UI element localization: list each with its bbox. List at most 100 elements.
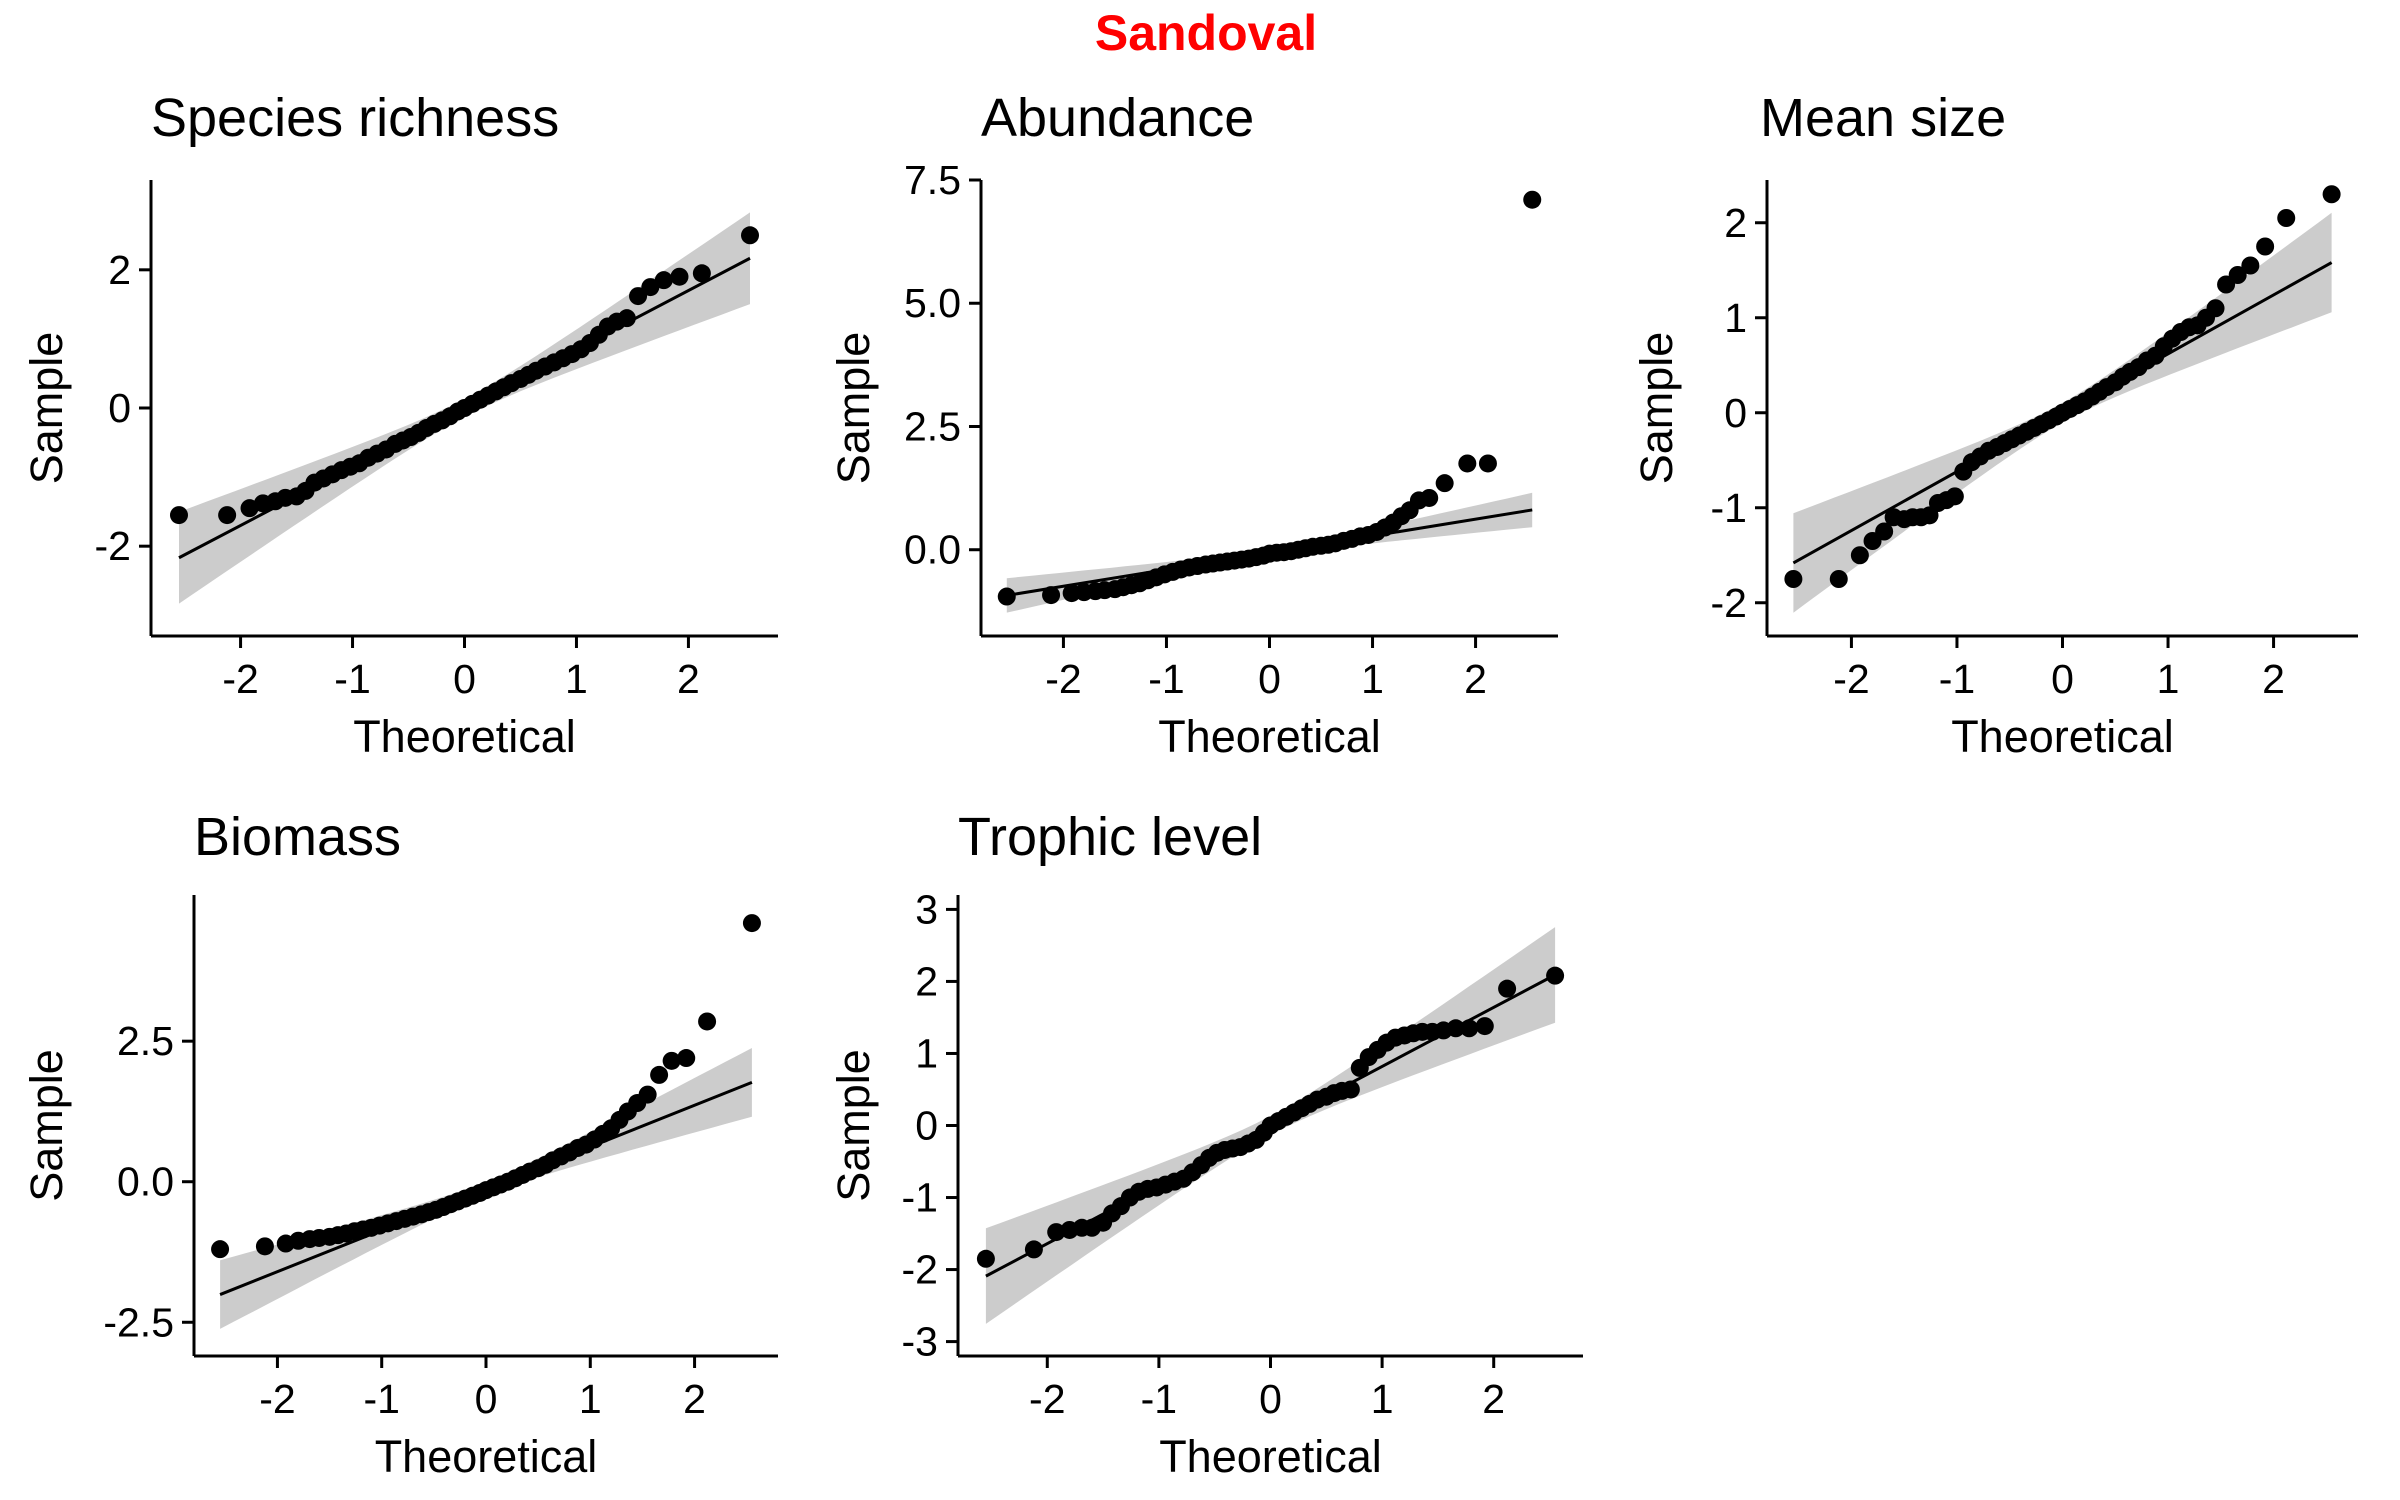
y-tick-label: -2	[95, 523, 131, 569]
y-axis-label: Sample	[828, 332, 879, 485]
y-tick-label: 1	[915, 1030, 938, 1076]
data-point	[741, 226, 760, 245]
data-point	[2256, 237, 2275, 256]
x-tick-label: -2	[1029, 1376, 1065, 1422]
x-axis-label: Theoretical	[1951, 711, 2174, 762]
x-tick-label: -2	[222, 656, 258, 702]
panel-1: -2 -1 0 1 2 -2 0 2 Species richness Theoretical Sa…	[21, 88, 778, 762]
data-point	[1945, 487, 1964, 506]
data-point	[1435, 474, 1454, 493]
data-point	[1478, 454, 1497, 473]
panel-title: Mean size	[1760, 88, 2006, 148]
data-point	[629, 287, 648, 306]
x-tick-label: -1	[334, 656, 370, 702]
y-tick-label: 2	[1724, 200, 1747, 246]
data-point	[1498, 979, 1517, 998]
data-point	[670, 267, 689, 286]
y-axis-label: Sample	[828, 1049, 879, 1202]
data-point	[1341, 1080, 1360, 1099]
panel-title: Species richness	[151, 88, 559, 148]
figure-title: Sandoval	[1095, 5, 1317, 61]
x-tick-label: 2	[1482, 1376, 1505, 1422]
data-point	[255, 1237, 274, 1256]
data-point	[1460, 1019, 1479, 1038]
data-point	[2322, 185, 2341, 204]
data-point	[1850, 546, 1869, 565]
y-tick-label: -2	[1711, 580, 1747, 626]
y-tick-label: 0.0	[117, 1159, 174, 1205]
data-point	[1047, 1223, 1066, 1242]
x-tick-label: 0	[2051, 656, 2074, 702]
data-point	[2206, 299, 2225, 318]
data-point	[1523, 190, 1542, 209]
data-point	[617, 309, 636, 328]
y-tick-label: 2	[915, 958, 938, 1004]
y-tick-label: 3	[915, 886, 938, 932]
data-point	[1546, 966, 1565, 985]
x-tick-label: -1	[1141, 1376, 1177, 1422]
y-axis-label: Sample	[21, 1049, 72, 1202]
y-tick-label: 0.0	[904, 527, 961, 573]
x-axis-label: Theoretical	[353, 711, 576, 762]
y-tick-label: 2	[108, 247, 131, 293]
x-tick-label: -1	[1148, 656, 1184, 702]
x-tick-label: 2	[683, 1376, 706, 1422]
panel-2: -2 -1 0 1 2 0.0 2.5 5.0 7.5 Abundance Theoretical S…	[828, 88, 1558, 762]
y-tick-label: 2.5	[904, 403, 961, 449]
data-point	[2277, 209, 2296, 227]
x-tick-label: 1	[2157, 656, 2180, 702]
x-tick-label: 0	[1259, 1376, 1282, 1422]
x-tick-label: 1	[579, 1376, 602, 1422]
y-tick-label: 2.5	[117, 1018, 174, 1064]
x-axis-label: Theoretical	[1158, 711, 1381, 762]
data-point	[211, 1240, 230, 1259]
panel-title: Biomass	[194, 807, 401, 867]
data-point	[997, 587, 1016, 606]
x-tick-label: -1	[1939, 656, 1975, 702]
data-point	[2241, 256, 2260, 275]
data-point	[662, 1051, 681, 1070]
y-tick-label: -2.5	[103, 1299, 174, 1345]
data-point	[2228, 266, 2247, 284]
data-point	[742, 914, 761, 933]
data-point	[976, 1249, 995, 1268]
x-axis-label: Theoretical	[1159, 1431, 1382, 1482]
x-tick-label: -2	[1833, 656, 1869, 702]
panel-3: -2 -1 0 1 2 -2 -1 0 1 2 Mean size Theoretical Sample	[1631, 88, 2358, 762]
data-point	[1875, 522, 1894, 541]
y-tick-label: -1	[902, 1175, 938, 1221]
y-tick-label: 7.5	[904, 157, 961, 203]
data-point	[638, 1085, 657, 1104]
x-tick-label: 0	[475, 1376, 498, 1422]
x-tick-label: 2	[677, 656, 700, 702]
y-tick-label: 5.0	[904, 280, 961, 326]
data-point	[1042, 586, 1061, 605]
x-tick-label: 2	[1464, 656, 1487, 702]
y-tick-label: -3	[902, 1319, 938, 1365]
x-tick-label: 0	[1258, 656, 1281, 702]
x-tick-label: 1	[1371, 1376, 1394, 1422]
data-point	[1446, 1019, 1465, 1038]
x-tick-label: -2	[259, 1376, 295, 1422]
y-tick-label: 1	[1724, 295, 1747, 341]
data-point	[650, 1065, 669, 1084]
y-axis-label: Sample	[21, 332, 72, 485]
data-point	[1784, 570, 1803, 588]
data-point	[677, 1049, 696, 1068]
data-point	[1420, 488, 1439, 507]
data-point	[641, 278, 660, 297]
y-tick-label: 0	[108, 385, 131, 431]
x-tick-label: -1	[363, 1376, 399, 1422]
x-tick-label: 0	[453, 656, 476, 702]
y-axis-label: Sample	[1631, 332, 1682, 485]
y-tick-label: 0	[1724, 390, 1747, 436]
data-point	[698, 1012, 717, 1031]
x-tick-label: 1	[565, 656, 588, 702]
data-point	[692, 264, 711, 283]
panel-5: -2 -1 0 1 2 -3 -2 -1 0 1 2 3 Trophic level Theoretica…	[828, 807, 1583, 1482]
data-point	[654, 271, 673, 290]
x-tick-label: -2	[1045, 656, 1081, 702]
y-tick-label: 0	[915, 1103, 938, 1149]
x-axis-label: Theoretical	[375, 1431, 598, 1482]
